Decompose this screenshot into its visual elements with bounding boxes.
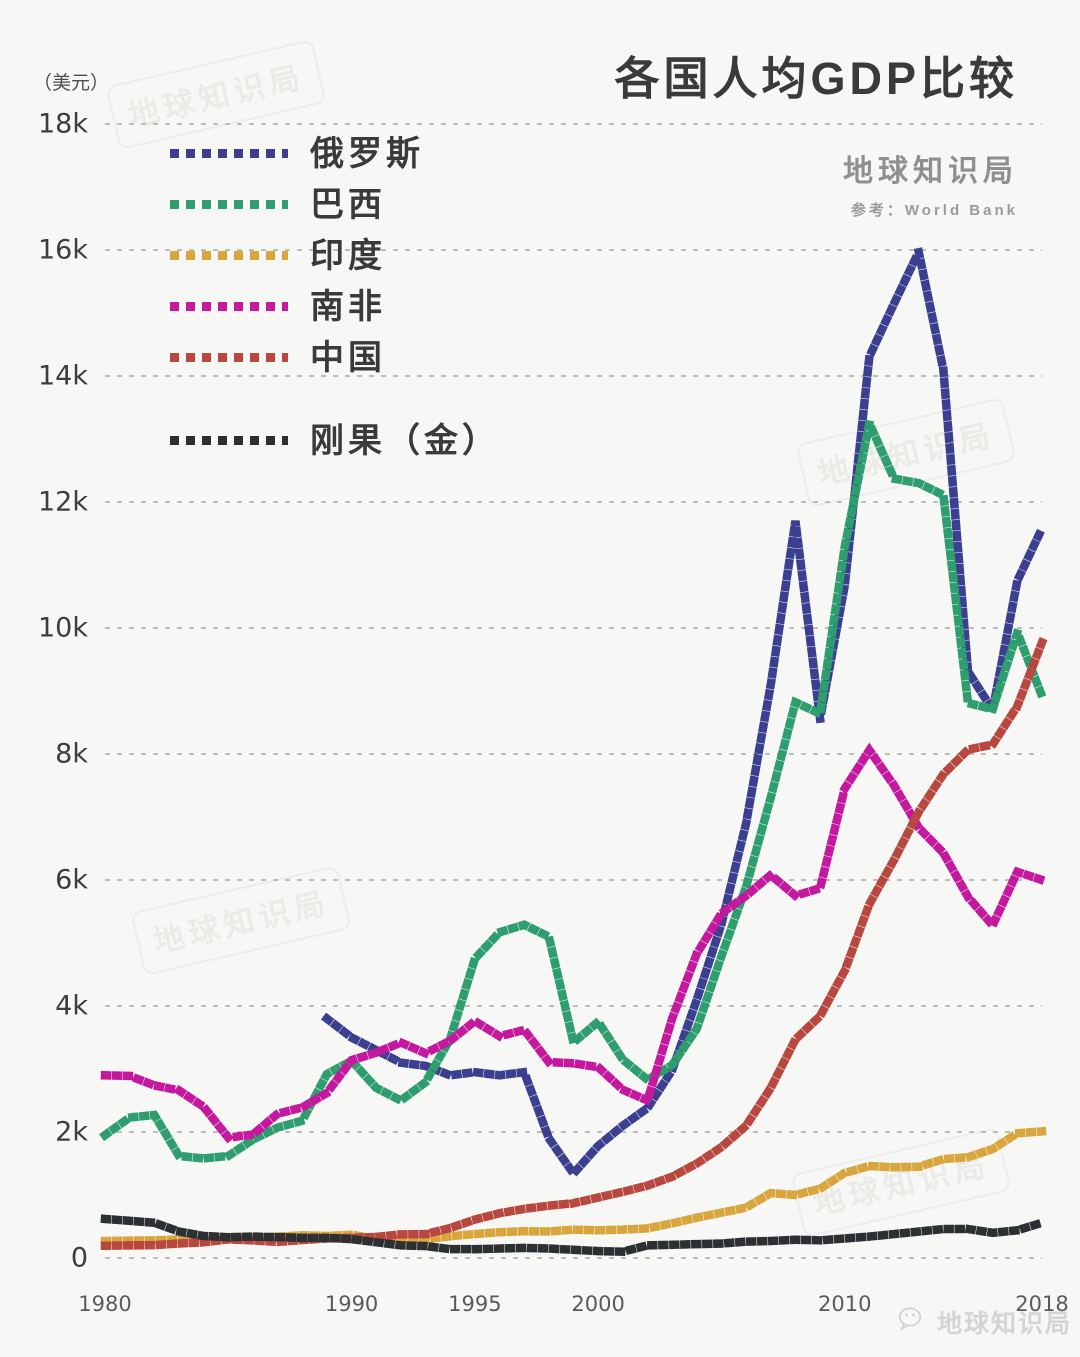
legend-swatch-icon [170, 149, 288, 158]
y-axis-tick-label: 10k [38, 612, 88, 644]
legend-swatch-icon [170, 353, 288, 362]
series-line-1 [99, 409, 1048, 1163]
series-line-5 [100, 1214, 1048, 1256]
legend-item-3[interactable]: 南非 [170, 281, 500, 332]
x-axis-tick-label: 1995 [448, 1292, 502, 1316]
page-title: 各国人均GDP比较 [614, 53, 1018, 104]
legend-item-2[interactable]: 印度 [170, 230, 500, 281]
series-line-4 [100, 636, 1048, 1251]
y-axis-tick-label: 14k [38, 360, 88, 392]
y-axis-tick-label: 0 [70, 1242, 88, 1274]
x-axis-tick-label: 2018 [1015, 1292, 1069, 1316]
footer-logo: 地球知识局 [898, 1304, 1072, 1340]
wechat-icon [898, 1306, 929, 1338]
legend-swatch-icon [170, 200, 288, 209]
series-line-0 [320, 238, 1048, 1181]
footer-logo-text: 地球知识局 [936, 1310, 1072, 1338]
legend-label: 南非 [310, 287, 386, 326]
series-line-3 [100, 742, 1048, 1143]
y-axis-unit-label: （美元） [33, 72, 110, 94]
y-axis-tick-label: 8k [55, 738, 88, 770]
legend-item-5[interactable]: 刚果（金） [170, 415, 500, 466]
legend-swatch-icon [170, 302, 288, 311]
legend-item-0[interactable]: 俄罗斯 [170, 128, 500, 179]
x-axis-tick-label: 2000 [571, 1292, 625, 1316]
x-axis-tick-label: 2010 [818, 1292, 872, 1316]
legend-label: 巴西 [310, 185, 386, 224]
legend-swatch-icon [170, 436, 288, 445]
y-axis-tick-label: 12k [38, 486, 88, 518]
legend-swatch-icon [170, 251, 288, 260]
y-axis-tick-label: 2k [55, 1116, 88, 1148]
legend-label: 中国 [310, 338, 386, 377]
series-line-2 [100, 1126, 1047, 1246]
legend-label: 印度 [310, 236, 386, 275]
y-axis-tick-label: 16k [38, 234, 88, 266]
legend-item-4[interactable]: 中国 [170, 332, 500, 383]
y-axis-tick-label: 18k [38, 108, 88, 140]
y-axis-tick-label: 6k [55, 864, 88, 896]
x-axis-tick-label: 1980 [78, 1292, 132, 1316]
legend-label: 俄罗斯 [310, 134, 424, 173]
chart-legend: 俄罗斯巴西印度南非中国刚果（金） [170, 128, 500, 466]
source-label: 参考：World Bank [850, 202, 1018, 219]
y-axis-tick-label: 4k [55, 990, 88, 1022]
brand-label: 地球知识局 [843, 155, 1018, 188]
legend-item-1[interactable]: 巴西 [170, 179, 500, 230]
legend-label: 刚果（金） [310, 421, 500, 460]
x-axis-tick-label: 1990 [324, 1292, 379, 1316]
